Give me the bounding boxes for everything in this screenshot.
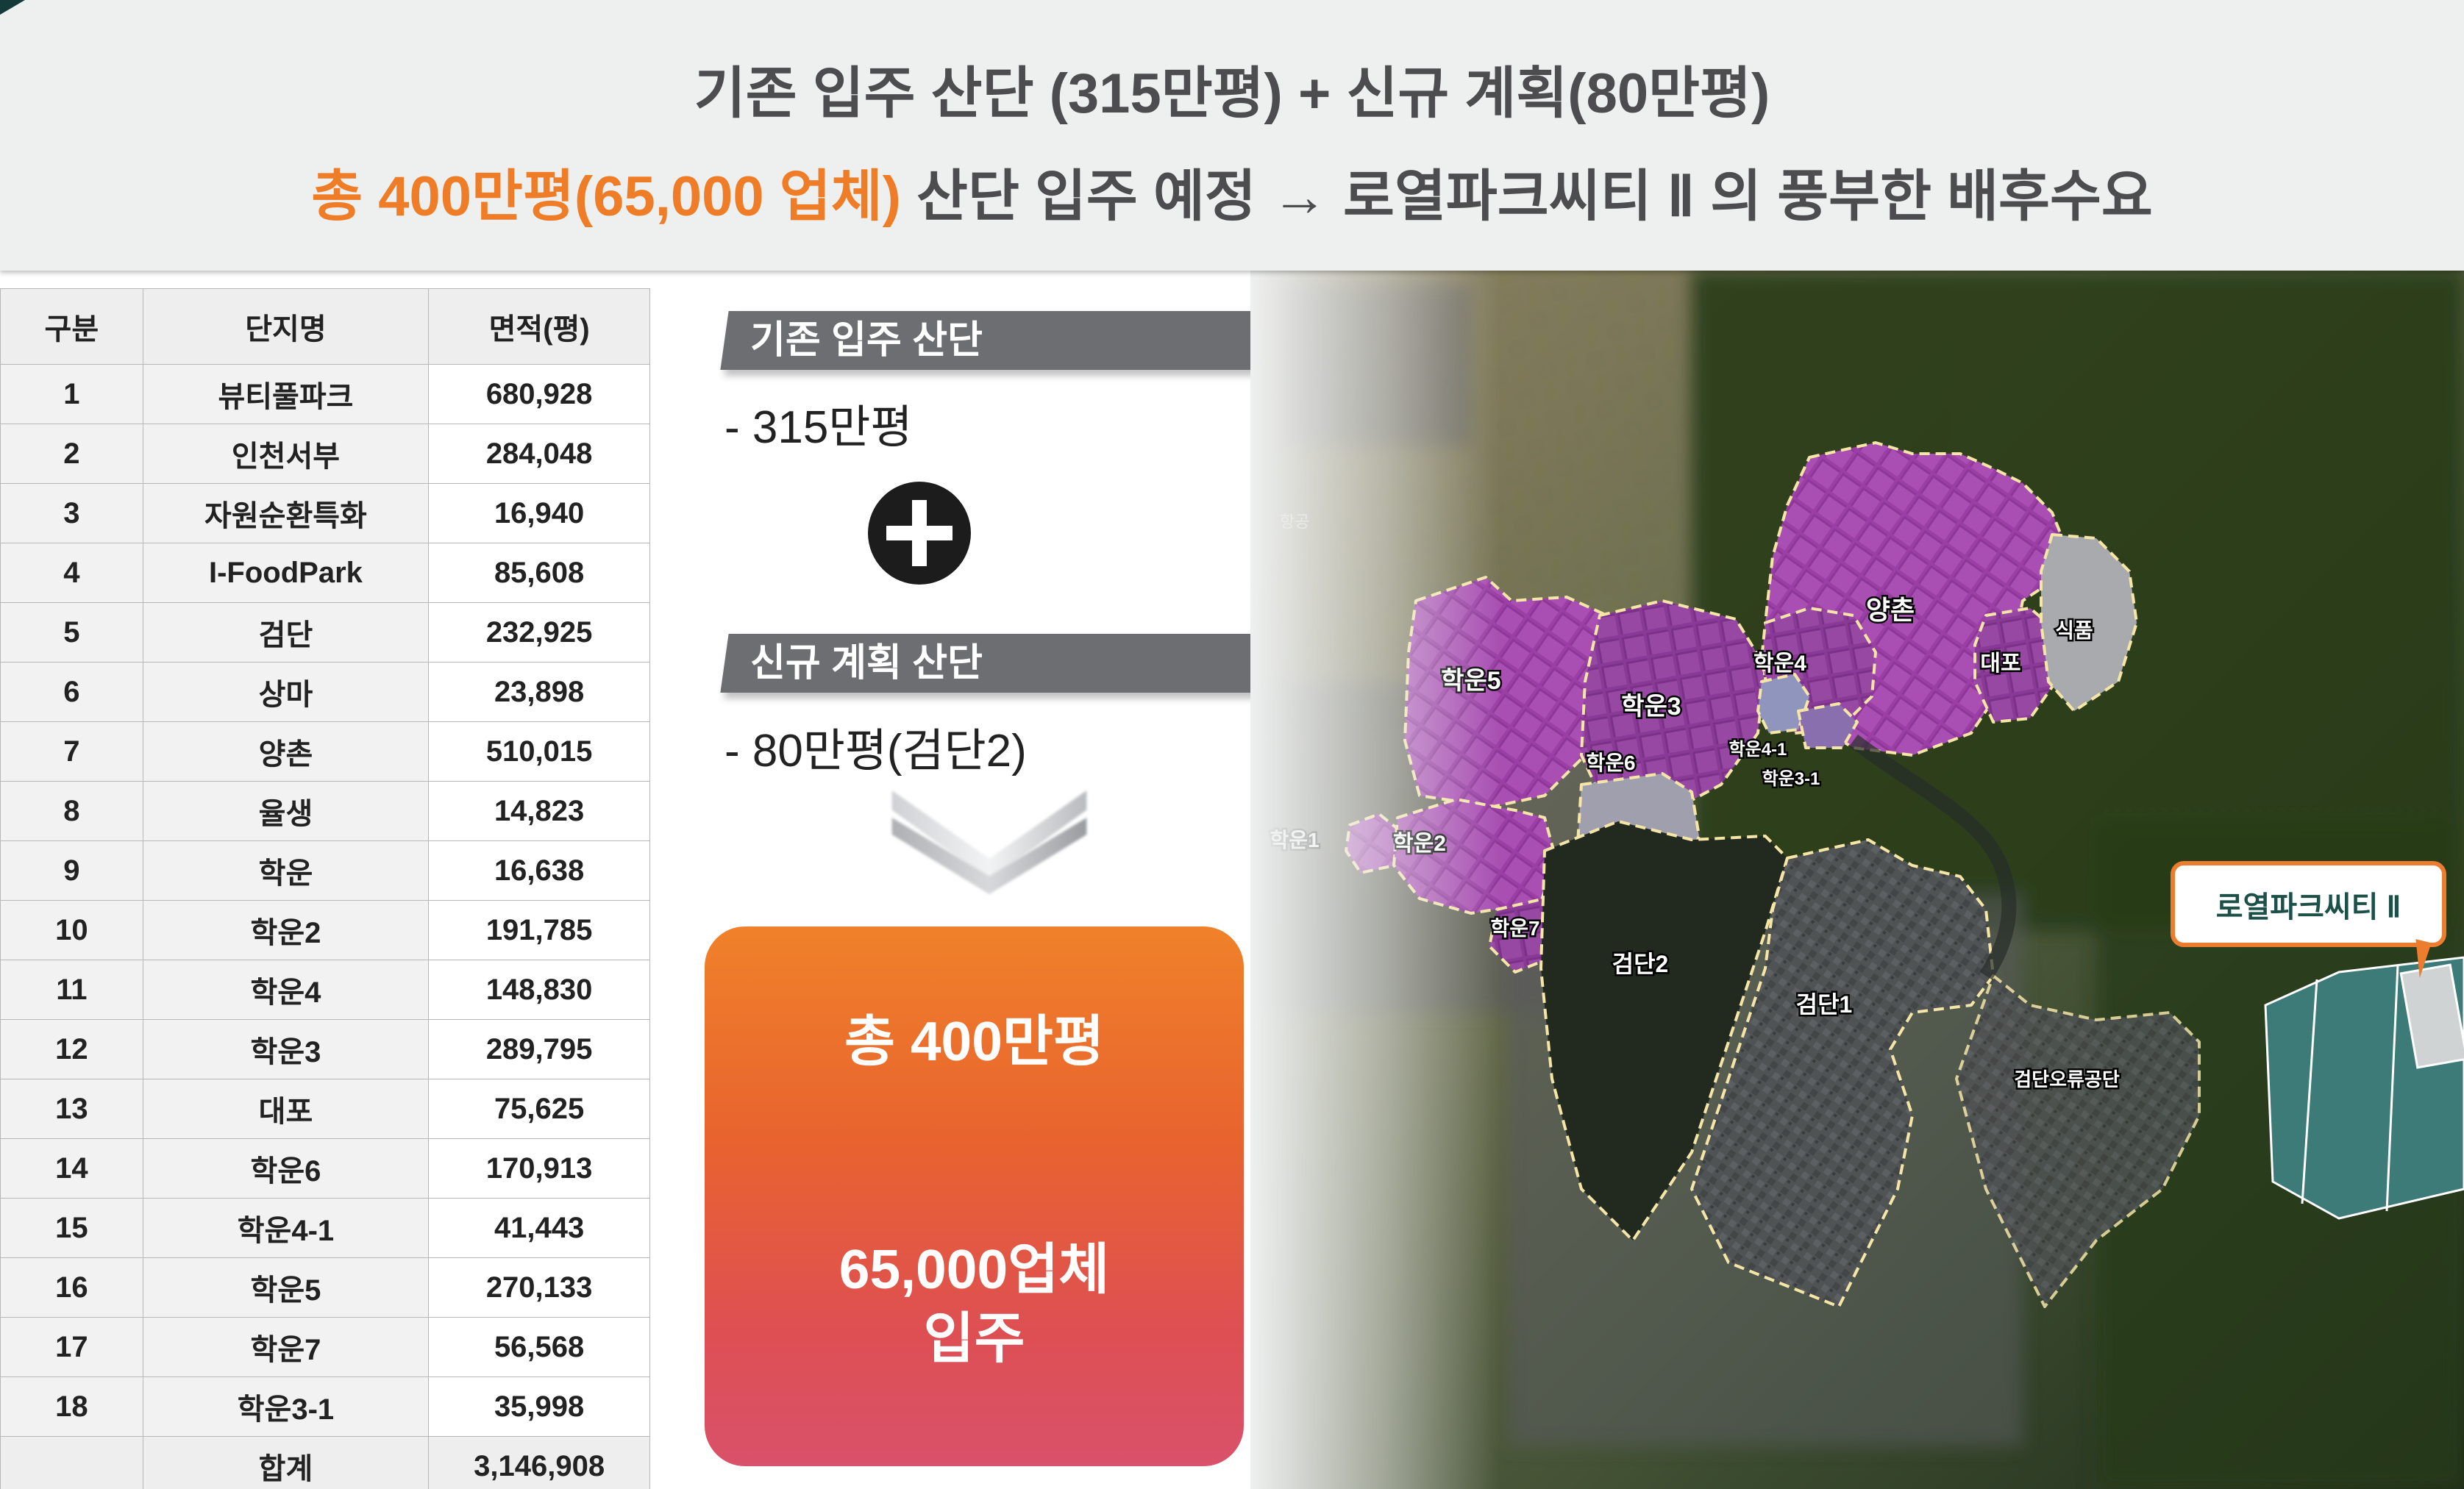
svg-text:검단2: 검단2 [1612, 951, 1669, 977]
svg-text:식품: 식품 [2055, 619, 2093, 642]
svg-text:학운4: 학운4 [1753, 651, 1806, 676]
svg-text:학운3-1: 학운3-1 [1762, 769, 1820, 789]
svg-text:학운6: 학운6 [1586, 751, 1635, 774]
svg-text:검단오류공단: 검단오류공단 [2014, 1068, 2120, 1090]
svg-text:학운3: 학운3 [1621, 693, 1681, 721]
svg-text:검단1: 검단1 [1796, 991, 1853, 1018]
svg-text:양촌: 양촌 [1866, 595, 1915, 625]
svg-text:대포: 대포 [1980, 651, 2020, 676]
svg-text:학운4-1: 학운4-1 [1729, 740, 1787, 760]
